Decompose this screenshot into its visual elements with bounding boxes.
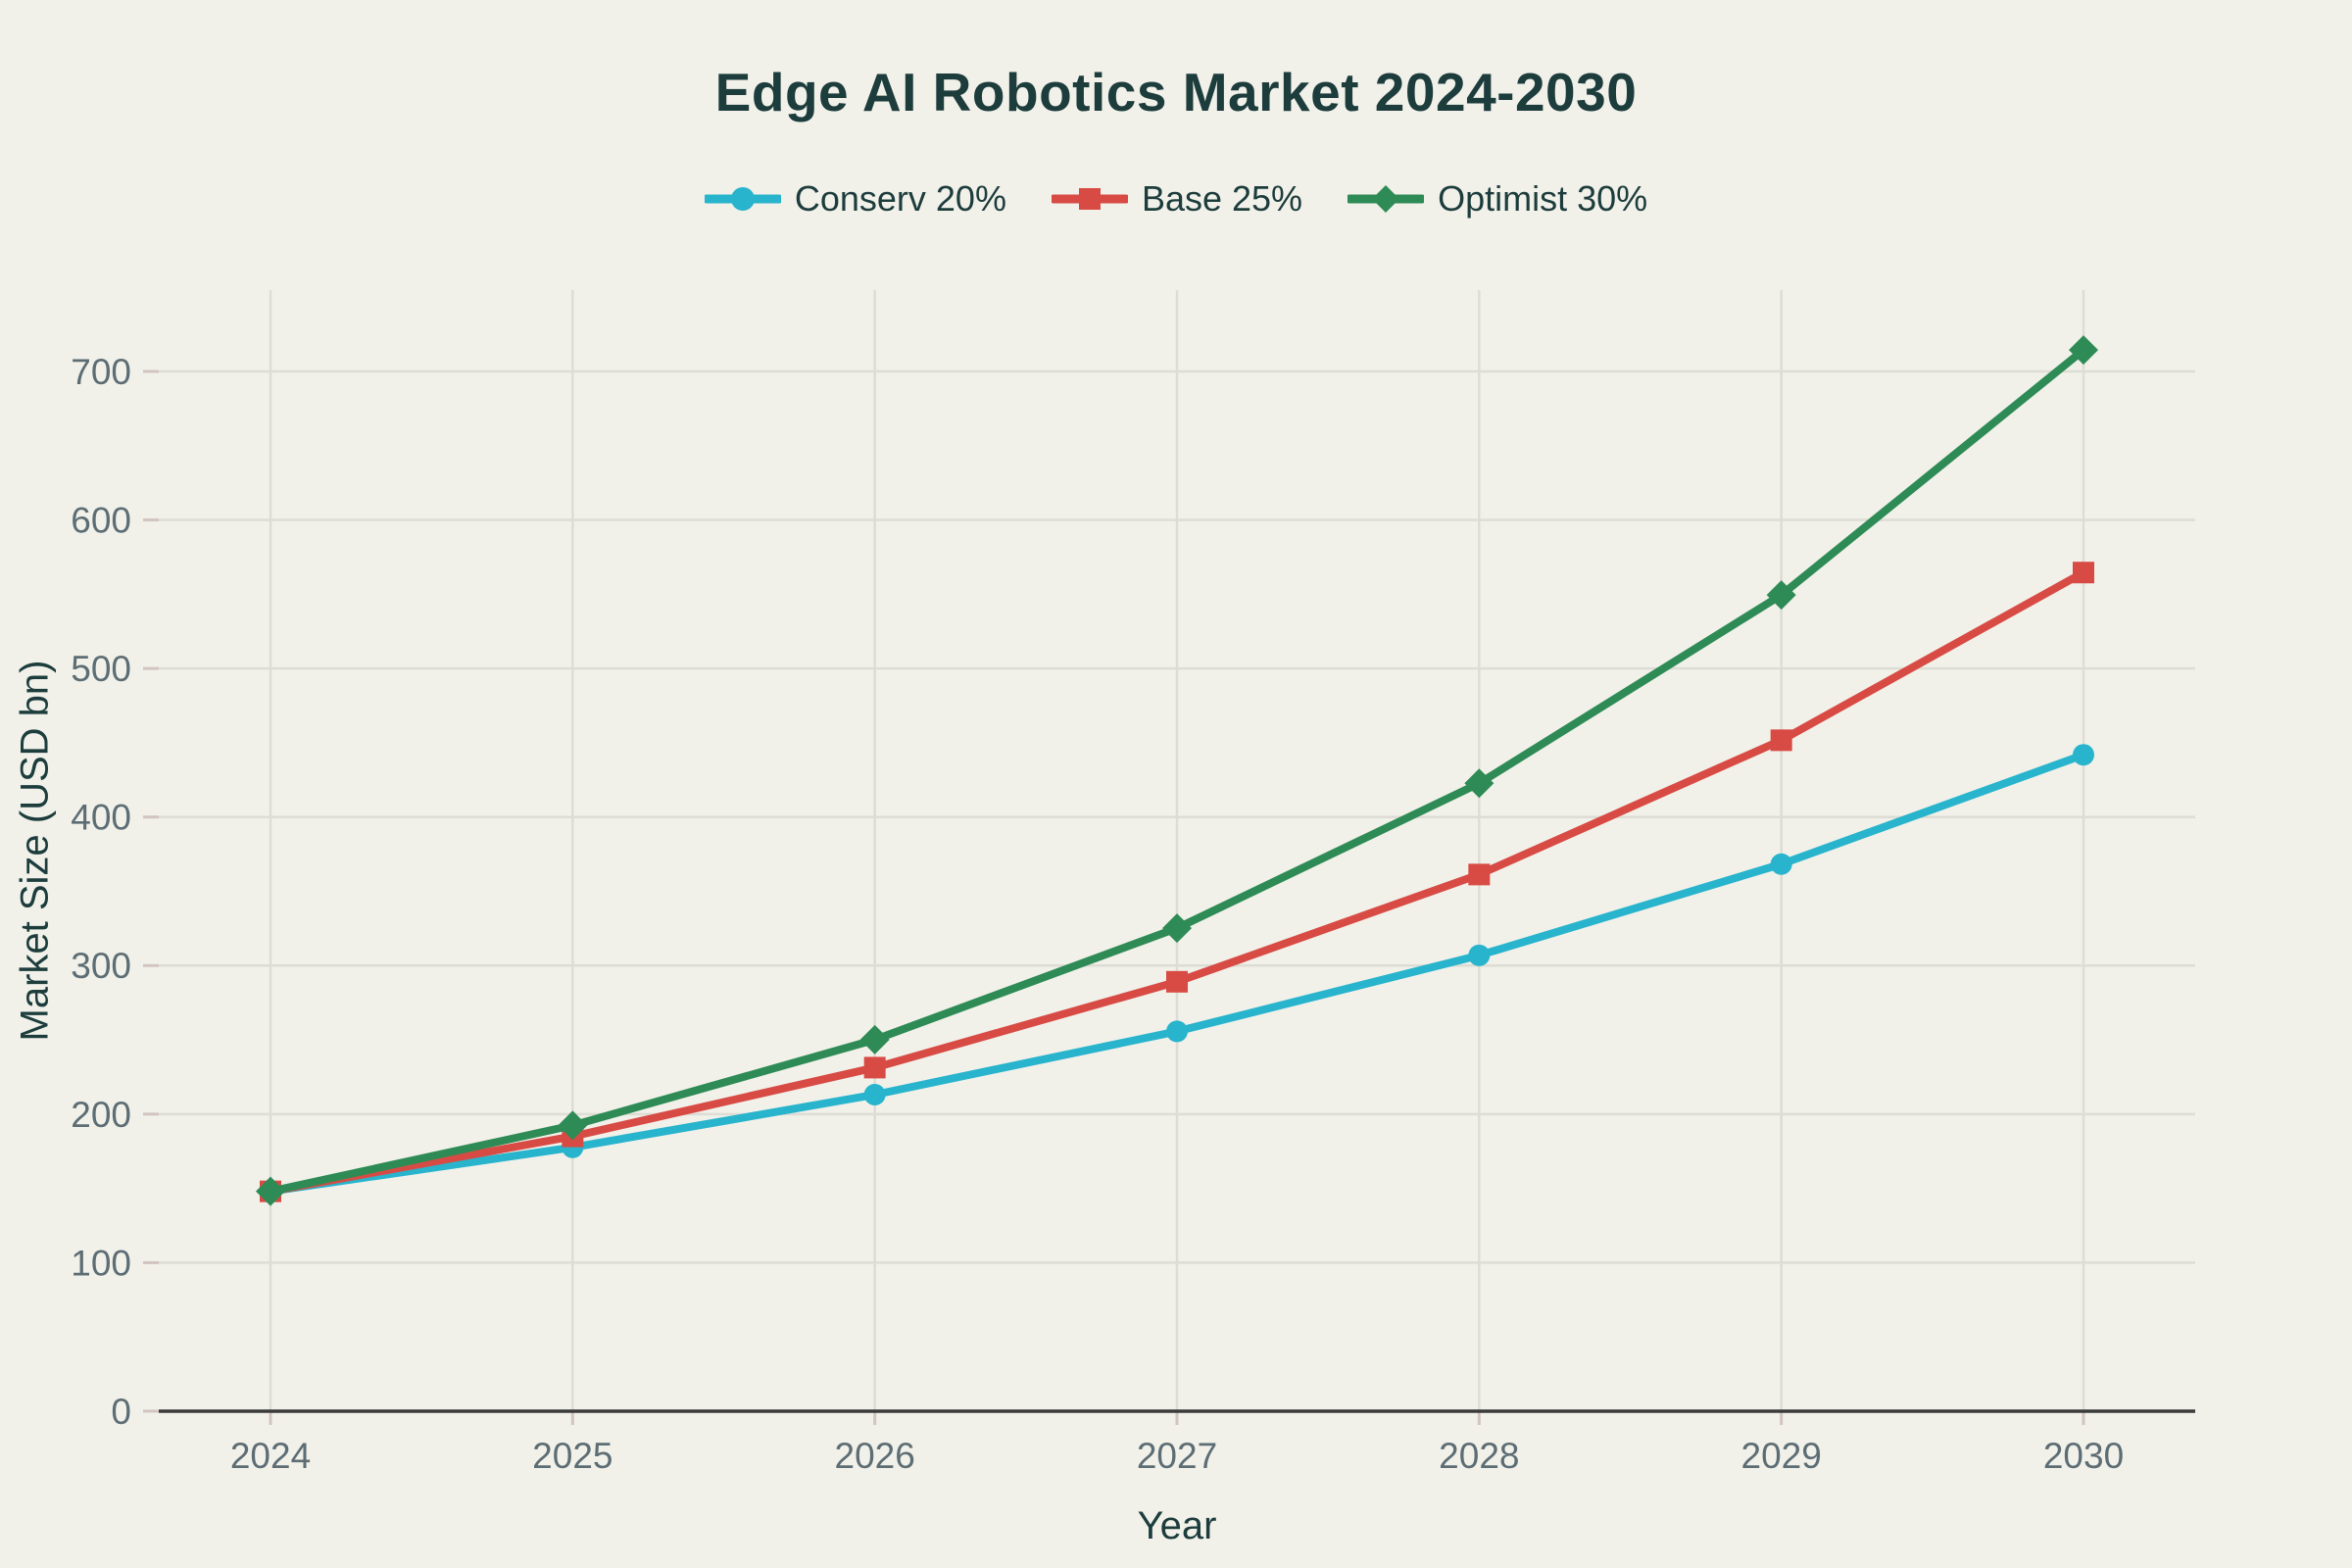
legend: Conserv 20% Base 25% Optimist 30% [0, 178, 2352, 220]
data-point-optimist-30- [2069, 335, 2098, 366]
x-tick-label: 2027 [1137, 1436, 1217, 1476]
x-tick-label: 2025 [532, 1436, 612, 1476]
x-tick-label: 2029 [1741, 1436, 1822, 1476]
x-tick-label: 2028 [1439, 1436, 1519, 1476]
y-tick-label: 0 [111, 1392, 131, 1432]
y-tick-label: 700 [71, 352, 131, 392]
y-tick-label: 100 [71, 1243, 131, 1283]
data-point-optimist-30- [1464, 768, 1494, 799]
circle-legend-marker-icon [704, 187, 781, 211]
data-point-optimist-30- [558, 1110, 588, 1141]
data-point-optimist-30- [1766, 580, 1796, 611]
data-point-base-25- [1468, 863, 1491, 886]
x-tick-label: 2026 [835, 1436, 915, 1476]
data-point-conserv-20- [1770, 853, 1792, 875]
data-point-optimist-30- [256, 1176, 285, 1206]
legend-label: Conserv 20% [794, 178, 1006, 219]
y-tick-label: 600 [71, 501, 131, 541]
chart-title: Edge AI Robotics Market 2024-2030 [714, 62, 1638, 122]
legend-label: Optimist 30% [1438, 178, 1648, 219]
x-axis-title: Year [1137, 1504, 1217, 1547]
x-tick-label: 2030 [2043, 1436, 2124, 1476]
data-point-optimist-30- [1162, 913, 1192, 944]
data-point-conserv-20- [1468, 944, 1491, 966]
y-tick-label: 500 [71, 649, 131, 689]
data-point-conserv-20- [2073, 744, 2094, 766]
data-point-base-25- [863, 1056, 886, 1079]
legend-item-base-25-: Base 25% [1051, 178, 1303, 220]
y-tick-label: 200 [71, 1095, 131, 1135]
legend-item-optimist-30-: Optimist 30% [1348, 178, 1647, 220]
y-axis-title: Market Size (USD bn) [13, 660, 57, 1042]
square-legend-marker-icon [1051, 188, 1128, 210]
diamond-legend-marker-icon [1348, 185, 1425, 213]
data-point-base-25- [1770, 729, 1792, 752]
data-point-base-25- [2073, 562, 2094, 584]
legend-label: Base 25% [1141, 178, 1303, 219]
y-tick-label: 400 [71, 798, 131, 838]
data-point-optimist-30- [859, 1024, 890, 1054]
legend-item-conserv-20-: Conserv 20% [704, 178, 1006, 220]
data-point-conserv-20- [1166, 1020, 1188, 1043]
data-point-conserv-20- [863, 1084, 886, 1106]
x-tick-label: 2024 [230, 1436, 311, 1476]
y-tick-label: 300 [71, 946, 131, 986]
data-point-base-25- [1166, 970, 1188, 993]
